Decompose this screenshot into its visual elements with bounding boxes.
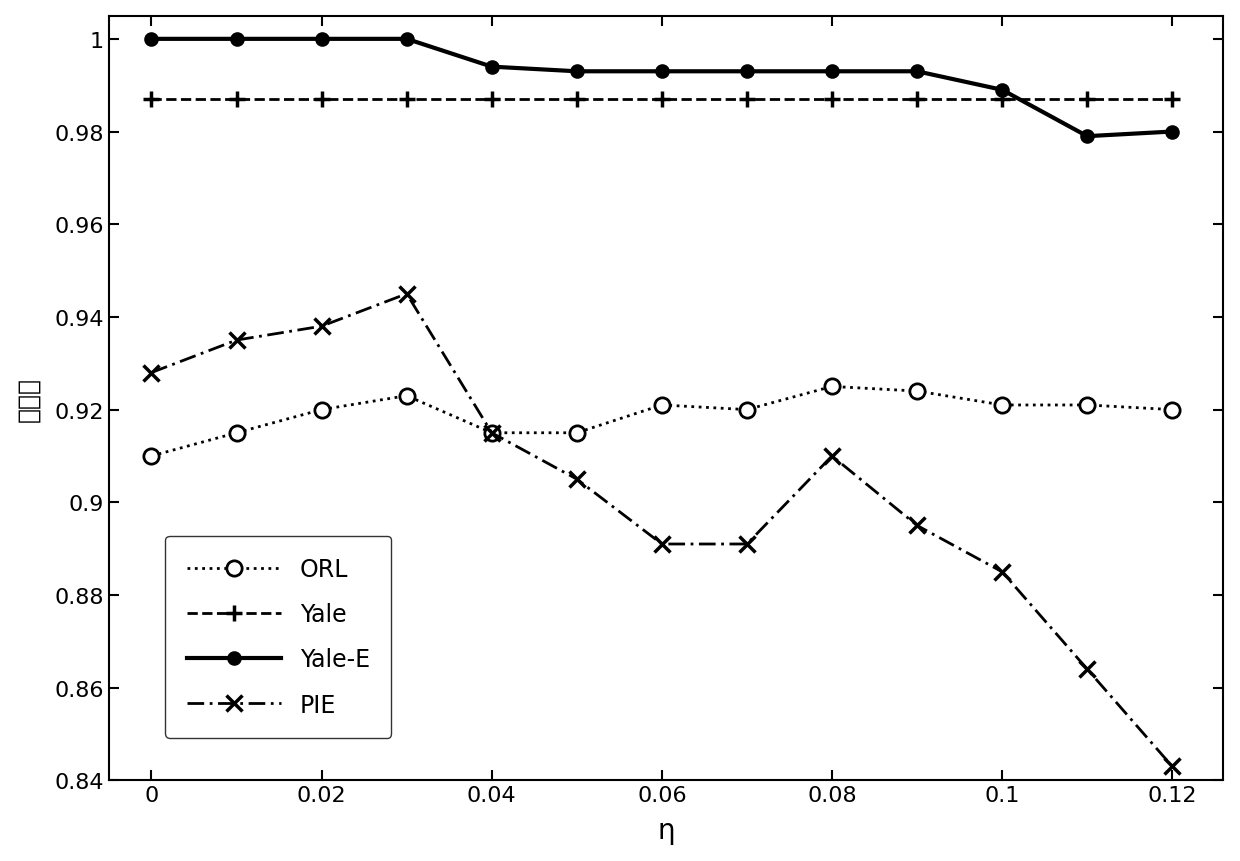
Yale-E bbox=[229, 34, 244, 45]
Yale bbox=[1164, 95, 1179, 105]
Yale-E bbox=[1080, 132, 1095, 142]
Yale bbox=[655, 95, 670, 105]
Yale-E bbox=[825, 67, 839, 77]
PIE bbox=[399, 289, 414, 300]
Yale-E bbox=[910, 67, 925, 77]
ORL bbox=[485, 428, 500, 438]
PIE bbox=[1164, 761, 1179, 771]
Yale bbox=[910, 95, 925, 105]
Yale bbox=[399, 95, 414, 105]
Yale bbox=[485, 95, 500, 105]
Line: Yale-E: Yale-E bbox=[145, 34, 1178, 143]
Yale-E bbox=[569, 67, 584, 77]
ORL bbox=[994, 400, 1009, 411]
Legend: ORL, Yale, Yale-E, PIE: ORL, Yale, Yale-E, PIE bbox=[165, 536, 392, 738]
ORL bbox=[229, 428, 244, 438]
ORL bbox=[825, 381, 839, 392]
Yale bbox=[569, 95, 584, 105]
PIE bbox=[655, 539, 670, 549]
ORL bbox=[739, 405, 754, 415]
PIE bbox=[569, 474, 584, 485]
Line: ORL: ORL bbox=[144, 380, 1180, 464]
PIE bbox=[485, 428, 500, 438]
PIE bbox=[229, 336, 244, 346]
Yale-E bbox=[739, 67, 754, 77]
ORL bbox=[910, 387, 925, 397]
Yale-E bbox=[1164, 127, 1179, 138]
Yale bbox=[739, 95, 754, 105]
Line: PIE: PIE bbox=[144, 287, 1180, 774]
Y-axis label: 识别率: 识别率 bbox=[16, 376, 41, 421]
Yale bbox=[825, 95, 839, 105]
Yale-E bbox=[314, 34, 329, 45]
ORL bbox=[1080, 400, 1095, 411]
ORL bbox=[1164, 405, 1179, 415]
Yale-E bbox=[655, 67, 670, 77]
ORL bbox=[314, 405, 329, 415]
PIE bbox=[825, 451, 839, 461]
Yale bbox=[314, 95, 329, 105]
X-axis label: η: η bbox=[657, 816, 675, 845]
PIE bbox=[739, 539, 754, 549]
Yale-E bbox=[485, 62, 500, 72]
Yale-E bbox=[144, 34, 159, 45]
Yale bbox=[1080, 95, 1095, 105]
Line: Yale: Yale bbox=[143, 91, 1180, 108]
ORL bbox=[144, 451, 159, 461]
PIE bbox=[1080, 664, 1095, 674]
PIE bbox=[994, 567, 1009, 578]
ORL bbox=[399, 391, 414, 401]
Yale-E bbox=[994, 85, 1009, 96]
ORL bbox=[655, 400, 670, 411]
Yale bbox=[229, 95, 244, 105]
ORL bbox=[569, 428, 584, 438]
Yale bbox=[144, 95, 159, 105]
Yale-E bbox=[399, 34, 414, 45]
PIE bbox=[144, 368, 159, 378]
PIE bbox=[910, 521, 925, 531]
Yale bbox=[994, 95, 1009, 105]
PIE bbox=[314, 322, 329, 332]
